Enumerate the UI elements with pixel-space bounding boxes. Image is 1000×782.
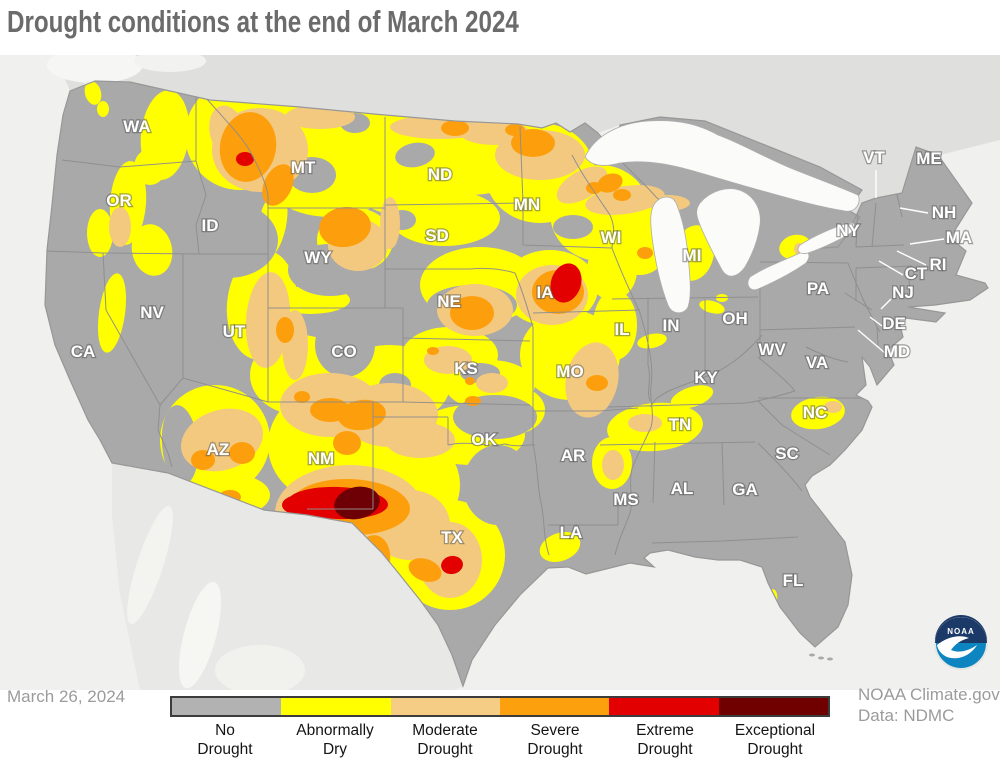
state-label-az: AZ <box>207 440 230 459</box>
state-label-nc: NC <box>803 403 828 422</box>
map-container: WA OR ID MT ND SD MN WI MI NY VT ME NH MA RI CT NJ PA DE MD… <box>0 47 1000 695</box>
florida-keys <box>809 653 833 661</box>
state-label-mo: MO <box>556 362 583 381</box>
state-label-il: IL <box>614 320 629 339</box>
legend-label-extreme: Extreme Drought <box>636 722 694 758</box>
credits: NOAA Climate.gov Data: NDMC <box>858 684 1000 726</box>
state-label-vt: VT <box>863 148 885 167</box>
callout-line <box>878 260 904 276</box>
state-label-de: DE <box>882 314 906 333</box>
state-label-mi: MI <box>683 246 702 265</box>
legend-swatch-moderate <box>390 698 500 715</box>
state-label-wi: WI <box>601 228 622 247</box>
callout-line <box>880 298 892 310</box>
legend-label-exceptional: Exceptional Drought <box>734 722 816 758</box>
state-label-or: OR <box>106 191 132 210</box>
state-label-fl: FL <box>783 571 804 590</box>
state-label-ny: NY <box>836 221 860 240</box>
state-label-pa: PA <box>807 279 829 298</box>
state-label-la: LA <box>560 523 583 542</box>
state-label-va: VA <box>806 353 828 372</box>
state-label-nv: NV <box>140 303 164 322</box>
state-label-ma: MA <box>946 228 972 247</box>
callout-line <box>899 207 929 214</box>
lake-huron <box>696 188 761 277</box>
state-label-mn: MN <box>514 195 540 214</box>
legend-label-severe: Severe Drought <box>527 722 583 758</box>
drought-legend: No Drought Abnormally Dry Moderate Drought Sev… <box>170 696 830 759</box>
legend-label-moderate: Moderate Drought <box>412 722 478 758</box>
state-label-sc: SC <box>775 444 799 463</box>
state-label-tn: TN <box>669 415 692 434</box>
noaa-logo-text: NOAA <box>947 627 975 636</box>
legend-swatch-no <box>172 698 282 715</box>
state-label-ut: UT <box>223 322 246 341</box>
legend-swatch-abnormally <box>281 698 391 715</box>
state-label-nm: NM <box>308 449 334 468</box>
credit-data: Data: NDMC <box>858 706 955 725</box>
state-label-ct: CT <box>905 264 928 283</box>
callout-line <box>909 238 945 245</box>
state-label-wa: WA <box>123 117 150 136</box>
map-date: March 26, 2024 <box>7 687 126 706</box>
state-label-ok: OK <box>471 430 497 449</box>
legend-labels: No Drought Abnormally Dry Moderate Drought Sev… <box>170 721 830 759</box>
great-lakes <box>584 120 860 314</box>
legend-label-abnormally: Abnormally Dry <box>296 722 374 758</box>
canada-mountains <box>134 50 206 72</box>
noaa-logo: NOAA <box>934 615 988 670</box>
callout-line <box>857 329 886 354</box>
legend-swatch-extreme <box>609 698 719 715</box>
state-label-ms: MS <box>613 490 639 509</box>
mexico-terrain <box>127 505 173 625</box>
lake-michigan <box>650 196 691 314</box>
state-borders <box>46 95 913 556</box>
state-label-tx: TX <box>441 528 463 547</box>
drought-regions <box>45 81 988 686</box>
lake-erie <box>747 251 810 291</box>
state-label-ky: KY <box>694 368 718 387</box>
state-label-ca: CA <box>71 342 96 361</box>
lake-superior <box>584 120 860 212</box>
state-label-al: AL <box>671 479 694 498</box>
state-label-ia: IA <box>537 283 554 302</box>
state-label-wv: WV <box>758 340 786 359</box>
label-callout-lines <box>857 170 945 354</box>
state-label-ne: NE <box>437 292 461 311</box>
callout-line <box>869 316 883 327</box>
callout-line <box>896 250 927 266</box>
state-label-sd: SD <box>425 226 449 245</box>
state-label-me: ME <box>916 149 942 168</box>
state-label-nj: NJ <box>892 283 914 302</box>
state-label-md: MD <box>884 342 910 361</box>
state-label-in: IN <box>663 316 680 335</box>
state-label-ri: RI <box>930 255 947 274</box>
legend-color-bar <box>170 696 830 717</box>
state-label-mt: MT <box>291 158 316 177</box>
credit-source: NOAA Climate.gov <box>858 685 1000 704</box>
legend-swatch-severe <box>499 698 610 715</box>
page-title: Drought conditions at the end of March 2… <box>7 4 519 39</box>
state-label-nd: ND <box>428 165 453 184</box>
lake-ontario <box>797 222 855 254</box>
state-label-ar: AR <box>561 446 586 465</box>
state-label-oh: OH <box>722 309 748 328</box>
mexico-terrain <box>215 645 305 695</box>
legend-label-no: No Drought <box>197 722 253 758</box>
state-label-ks: KS <box>454 359 478 378</box>
us-outline <box>44 80 989 688</box>
mexico-terrain <box>178 581 222 689</box>
state-label-wy: WY <box>304 248 332 267</box>
state-label-co: CO <box>331 342 357 361</box>
canada-landmass <box>55 55 1000 249</box>
canada-mountains <box>47 47 143 83</box>
state-label-ga: GA <box>732 480 758 499</box>
noaa-bird-icon <box>937 636 977 659</box>
state-label-id: ID <box>202 216 219 235</box>
state-label-nh: NH <box>932 203 957 222</box>
legend-swatch-exceptional <box>718 698 828 715</box>
